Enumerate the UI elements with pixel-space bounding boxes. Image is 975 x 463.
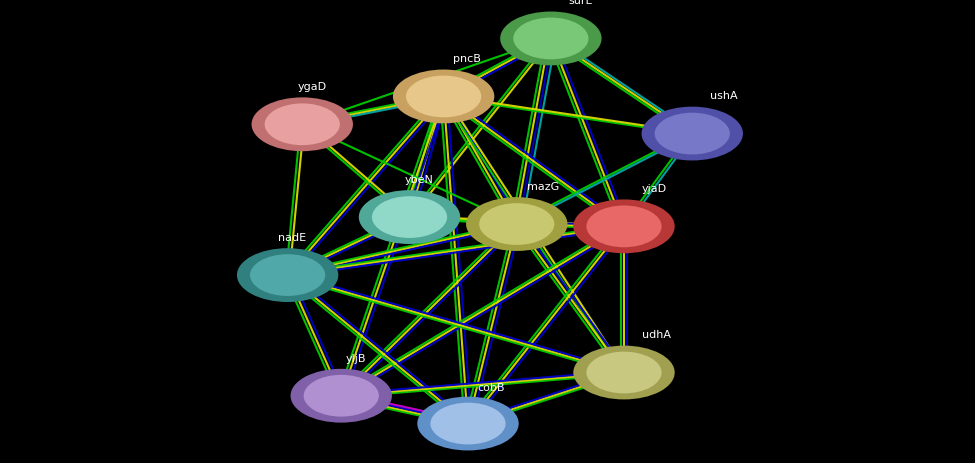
Ellipse shape [478, 202, 556, 247]
Ellipse shape [573, 346, 675, 400]
Text: pncB: pncB [453, 54, 482, 64]
Ellipse shape [653, 112, 731, 156]
Ellipse shape [291, 369, 392, 423]
Ellipse shape [466, 198, 567, 251]
Ellipse shape [302, 374, 380, 418]
Text: udhA: udhA [642, 330, 671, 340]
Text: ygaD: ygaD [297, 82, 327, 92]
Text: yljB: yljB [346, 353, 367, 363]
Text: ushA: ushA [710, 91, 737, 101]
Text: ybeN: ybeN [405, 175, 434, 185]
Ellipse shape [370, 195, 448, 240]
Ellipse shape [237, 249, 338, 302]
Ellipse shape [393, 70, 494, 124]
Text: nadE: nadE [278, 232, 306, 243]
Ellipse shape [573, 200, 675, 254]
Text: yjaD: yjaD [642, 184, 667, 194]
Text: surE: surE [568, 0, 593, 6]
Ellipse shape [249, 253, 327, 298]
Ellipse shape [585, 205, 663, 249]
Ellipse shape [585, 350, 663, 395]
Ellipse shape [252, 98, 353, 152]
Ellipse shape [417, 397, 519, 450]
Ellipse shape [642, 107, 743, 161]
Ellipse shape [405, 75, 483, 119]
Ellipse shape [512, 17, 590, 62]
Ellipse shape [500, 13, 602, 66]
Ellipse shape [263, 103, 341, 147]
Ellipse shape [429, 401, 507, 446]
Text: cobB: cobB [478, 382, 505, 392]
Ellipse shape [359, 191, 460, 244]
Text: mazG: mazG [526, 181, 559, 192]
